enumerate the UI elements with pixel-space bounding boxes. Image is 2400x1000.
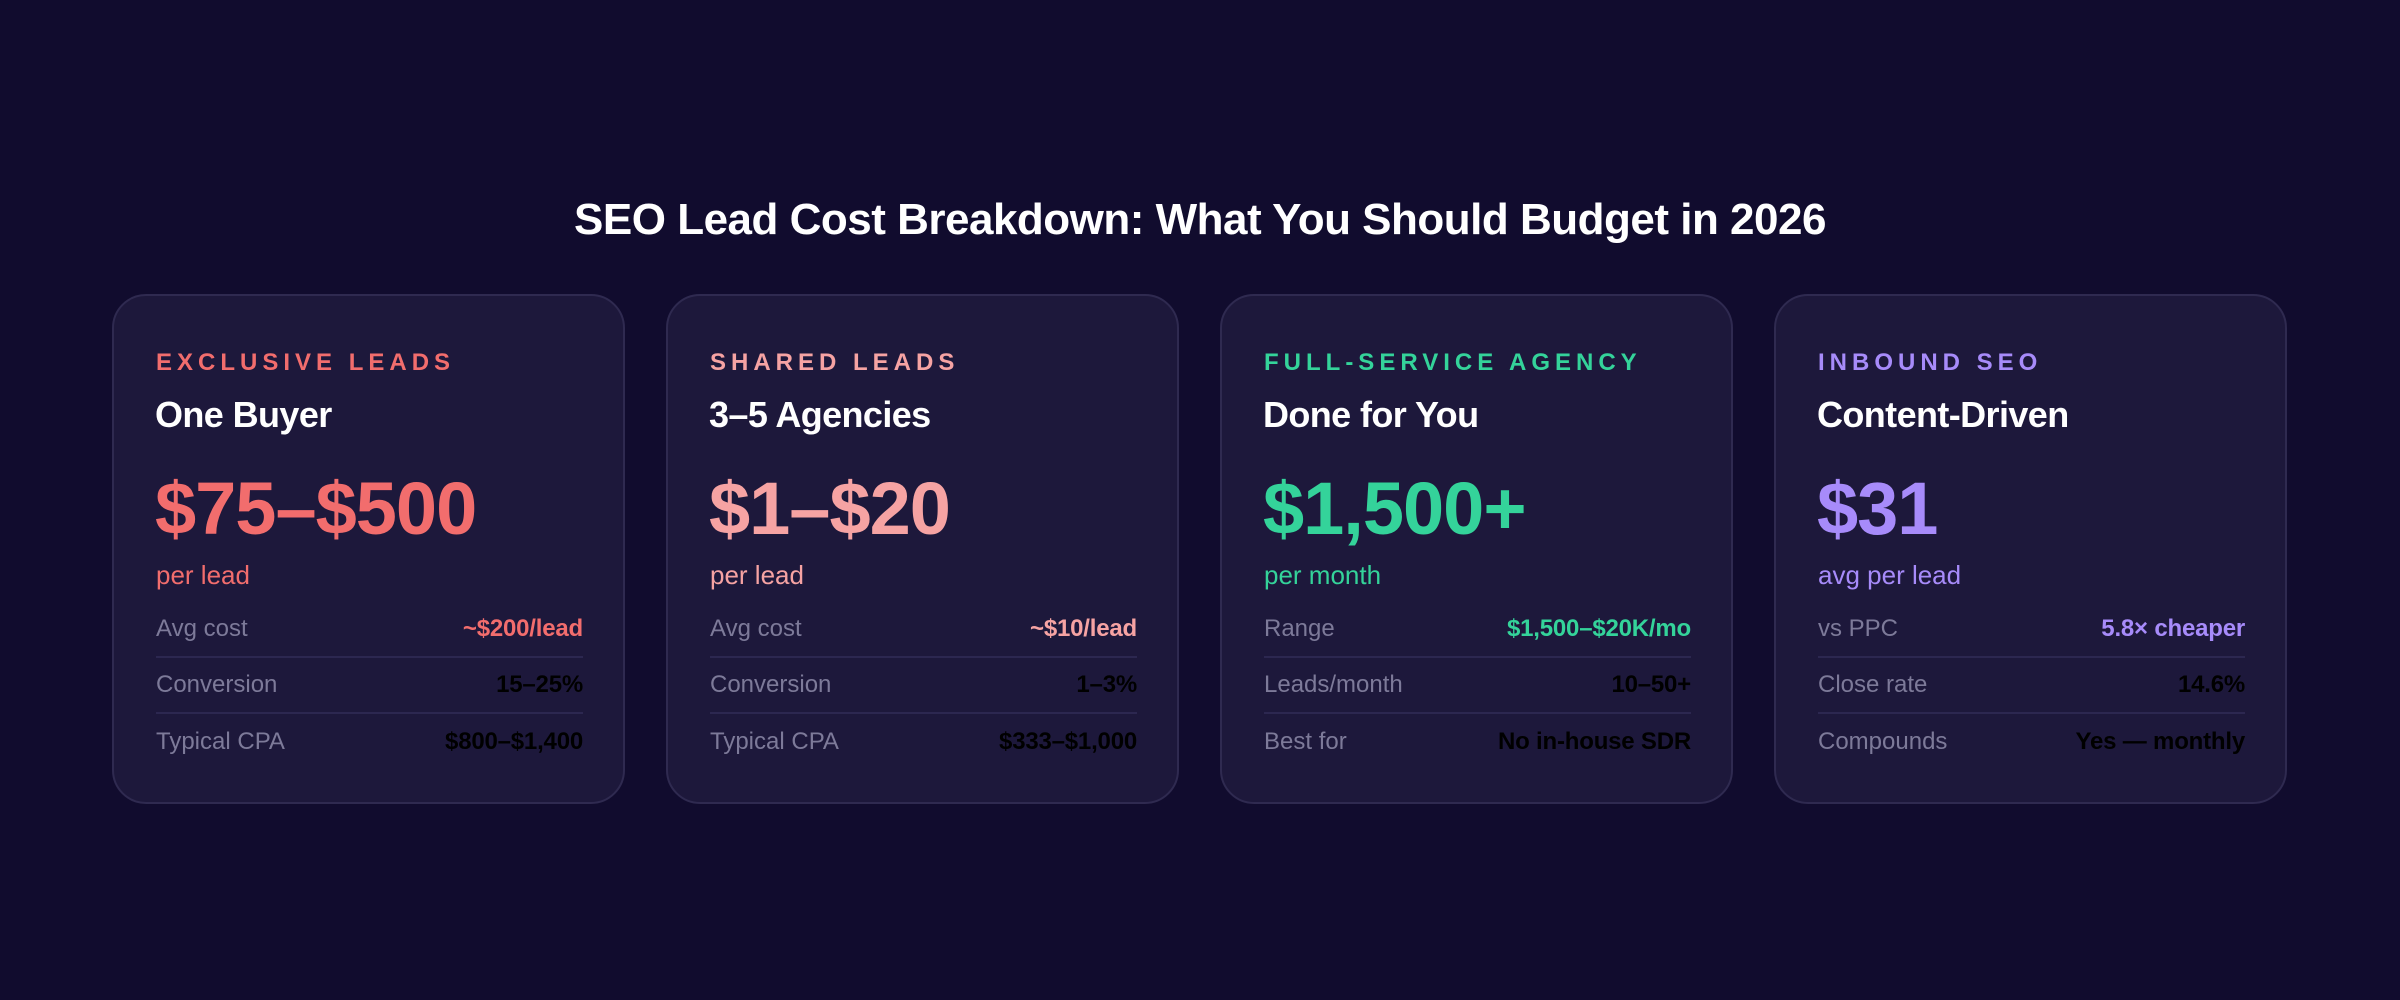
- stat-label: Typical CPA: [156, 728, 285, 755]
- stat-row: Avg cost ~$10/lead: [710, 602, 1137, 658]
- stat-row: Typical CPA $800–$1,400: [156, 714, 583, 770]
- card-subtitle: One Buyer: [155, 394, 332, 435]
- stat-value: ~$10/lead: [1030, 615, 1137, 642]
- stat-label: Close rate: [1818, 671, 1928, 698]
- card-stats: Avg cost ~$200/lead Conversion 15–25% Ty…: [156, 602, 583, 770]
- stat-value: $333–$1,000: [999, 728, 1137, 755]
- card-full-service-agency: Full-Service Agency Done for You $1,500+…: [1220, 294, 1733, 804]
- card-price: $75–$500: [155, 467, 477, 550]
- stat-label: Leads/month: [1264, 671, 1403, 698]
- card-price-unit: per lead: [710, 560, 804, 590]
- stat-value: ~$200/lead: [462, 615, 583, 642]
- stat-value: 10–50+: [1611, 671, 1691, 698]
- stat-label: Typical CPA: [710, 728, 839, 755]
- stat-value: Yes — monthly: [2075, 728, 2246, 755]
- stat-row: Conversion 15–25%: [156, 658, 583, 714]
- card-stats: vs PPC 5.8× cheaper Close rate 14.6% Com…: [1818, 602, 2245, 770]
- stat-row: vs PPC 5.8× cheaper: [1818, 602, 2245, 658]
- card-price: $31: [1817, 467, 1938, 550]
- card-price: $1,500+: [1263, 467, 1527, 550]
- stat-label: vs PPC: [1818, 615, 1899, 642]
- stat-value: $1,500–$20K/mo: [1507, 615, 1691, 642]
- stat-row: Typical CPA $333–$1,000: [710, 714, 1137, 770]
- stat-row: Compounds Yes — monthly: [1818, 714, 2245, 770]
- stat-label: Conversion: [156, 671, 278, 698]
- stat-row: Close rate 14.6%: [1818, 658, 2245, 714]
- stat-label: Avg cost: [710, 615, 802, 642]
- card-subtitle: Done for You: [1263, 394, 1479, 435]
- stat-row: Best for No in-house SDR: [1264, 714, 1691, 770]
- card-price: $1–$20: [709, 467, 951, 550]
- card-eyebrow: Exclusive Leads: [156, 349, 456, 376]
- stat-value: 5.8× cheaper: [2101, 615, 2245, 642]
- pricing-cards: Exclusive Leads One Buyer $75–$500 per l…: [112, 294, 2287, 804]
- card-subtitle: Content-Driven: [1817, 394, 2069, 435]
- card-price-unit: per month: [1264, 560, 1382, 590]
- card-exclusive-leads: Exclusive Leads One Buyer $75–$500 per l…: [112, 294, 625, 804]
- page-title: SEO Lead Cost Breakdown: What You Should…: [574, 195, 1826, 244]
- card-price-unit: avg per lead: [1818, 560, 1962, 590]
- card-eyebrow: Inbound SEO: [1818, 349, 2043, 376]
- stat-row: Conversion 1–3%: [710, 658, 1137, 714]
- card-stats: Range $1,500–$20K/mo Leads/month 10–50+ …: [1264, 602, 1691, 770]
- stat-value: 15–25%: [496, 671, 583, 698]
- stat-value: $800–$1,400: [445, 728, 583, 755]
- stat-row: Leads/month 10–50+: [1264, 658, 1691, 714]
- card-inbound-seo: Inbound SEO Content-Driven $31 avg per l…: [1774, 294, 2287, 804]
- card-shared-leads: Shared Leads 3–5 Agencies $1–$20 per lea…: [666, 294, 1179, 804]
- card-stats: Avg cost ~$10/lead Conversion 1–3% Typic…: [710, 602, 1137, 770]
- card-eyebrow: Full-Service Agency: [1264, 349, 1642, 376]
- card-price-unit: per lead: [156, 560, 250, 590]
- stat-row: Avg cost ~$200/lead: [156, 602, 583, 658]
- stat-label: Conversion: [710, 671, 832, 698]
- stat-value: No in-house SDR: [1498, 728, 1691, 755]
- stat-value: 1–3%: [1076, 671, 1137, 698]
- stat-value: 14.6%: [2177, 671, 2245, 698]
- stat-row: Range $1,500–$20K/mo: [1264, 602, 1691, 658]
- card-subtitle: 3–5 Agencies: [709, 394, 931, 435]
- stat-label: Avg cost: [156, 615, 248, 642]
- stat-label: Compounds: [1818, 728, 1948, 755]
- card-eyebrow: Shared Leads: [710, 349, 960, 376]
- stat-label: Best for: [1264, 728, 1347, 755]
- stat-label: Range: [1264, 615, 1335, 642]
